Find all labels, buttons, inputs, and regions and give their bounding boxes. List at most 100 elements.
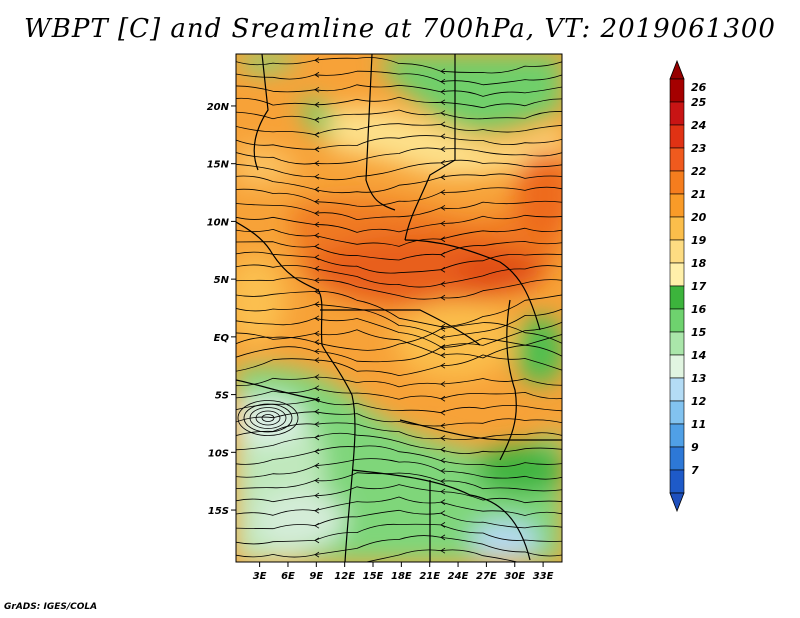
colorbar-segment <box>669 469 685 494</box>
vortex-streamline <box>237 400 299 436</box>
colorbar-segment <box>669 285 685 310</box>
colorbar-label: 26 <box>691 81 707 94</box>
lon-tick-label: 6E <box>281 571 295 582</box>
lon-tick-label: 24E <box>448 571 469 582</box>
streamline <box>236 354 562 377</box>
streamline <box>236 123 562 136</box>
colorbar-label: 7 <box>691 464 699 477</box>
streamline <box>236 496 562 516</box>
colorbar-segment <box>669 400 685 425</box>
chart-title: WBPT [C] and Sreamline at 700hPa, VT: 20… <box>24 14 776 44</box>
lon-tick-label: 21E <box>419 571 440 582</box>
lat-tick-label: EQ <box>214 333 230 344</box>
colorbar-segment <box>669 101 685 126</box>
lon-tick-label: 15E <box>363 571 384 582</box>
colorbar-segment <box>669 78 685 103</box>
streamline <box>236 251 562 274</box>
temperature-field <box>236 54 562 562</box>
streamline <box>236 147 562 165</box>
colorbar-label: 9 <box>691 441 699 454</box>
colorbar-segment <box>669 147 685 172</box>
streamline <box>236 96 562 109</box>
streamline <box>236 337 562 363</box>
colorbar-label: 25 <box>691 96 707 109</box>
colorbar-label: 22 <box>691 165 707 178</box>
colorbar-top-triangle <box>669 59 685 80</box>
colorbar-segment <box>669 170 685 195</box>
streamline <box>364 549 519 562</box>
streamline <box>236 422 562 440</box>
streamline <box>236 458 562 480</box>
lon-tick-label: 33E <box>533 571 554 582</box>
streamline <box>236 509 562 530</box>
lon-tick-label: 27E <box>476 571 497 582</box>
lat-tick-label: 10N <box>207 217 230 228</box>
streamline <box>236 445 562 467</box>
lat-tick-label: 20N <box>207 102 230 113</box>
country-borders <box>236 54 562 562</box>
colorbar-label: 23 <box>691 142 707 155</box>
colorbar-label: 11 <box>691 418 706 431</box>
streamline <box>236 399 562 414</box>
colorbar-segment <box>669 377 685 402</box>
colorbar-bottom-triangle <box>669 492 685 513</box>
colorbar-label: 12 <box>691 395 707 408</box>
streamline <box>236 303 562 339</box>
colorbar-segment <box>669 308 685 333</box>
lat-tick-label: 15S <box>208 506 229 517</box>
colorbar-label: 21 <box>691 188 706 201</box>
lat-tick-label: 5N <box>214 275 230 286</box>
streamline <box>236 227 562 247</box>
longitude-axis: 3E 6E 9E 12E 15E 18E 21E 24E 27E 30E 33E <box>253 562 554 582</box>
streamline <box>236 173 562 194</box>
colorbar-label: 17 <box>691 280 707 293</box>
colorbar-label: 19 <box>691 234 707 247</box>
lon-tick-label: 12E <box>334 571 355 582</box>
colorbar-label: 13 <box>691 372 707 385</box>
lat-tick-label: 10S <box>208 448 229 459</box>
colorbar: 26 25 24 23 22 21 20 19 18 17 16 15 14 13 12 11 9 7 <box>669 59 707 513</box>
streamline <box>236 277 562 300</box>
colorbar-segment <box>669 331 685 356</box>
colorbar-label: 14 <box>691 349 706 362</box>
streamline <box>236 264 562 288</box>
streamline <box>236 523 562 545</box>
colorbar-segment <box>669 354 685 379</box>
colorbar-segment <box>669 193 685 218</box>
colorbar-label: 15 <box>691 326 707 339</box>
colorbar-label: 20 <box>691 211 707 224</box>
streamline <box>236 322 562 351</box>
colorbar-segment <box>669 423 685 448</box>
streamline <box>236 200 562 221</box>
streamline <box>236 484 562 504</box>
colorbar-segment <box>669 124 685 149</box>
streamline <box>236 432 562 454</box>
streamline <box>236 472 562 492</box>
colorbar-segment <box>669 216 685 241</box>
streamline <box>236 57 562 74</box>
colorbar-segment <box>669 262 685 287</box>
streamline <box>236 159 562 181</box>
streamline <box>236 214 562 233</box>
grads-credit: GrADS: IGES/COLA <box>4 602 98 612</box>
lon-tick-label: 18E <box>391 571 412 582</box>
streamline <box>236 84 562 97</box>
vortex-streamline <box>243 403 293 433</box>
streamline <box>236 109 562 121</box>
streamline <box>236 329 562 359</box>
streamline <box>236 317 562 348</box>
lon-tick-label: 3E <box>253 571 267 582</box>
latitude-axis: 20N 15N 10N 5N EQ 5S 10S 15S <box>207 102 236 517</box>
streamline <box>236 241 562 261</box>
colorbar-label: 16 <box>691 303 707 316</box>
vortex-streamline <box>249 407 287 429</box>
lon-tick-label: 9E <box>309 571 323 582</box>
streamline <box>236 135 562 150</box>
streamlines <box>236 57 562 562</box>
streamline <box>236 290 562 328</box>
lon-tick-label: 30E <box>504 571 525 582</box>
vortex-streamline <box>261 414 275 422</box>
vortex-streamline <box>255 410 281 426</box>
colorbar-segment <box>669 239 685 264</box>
